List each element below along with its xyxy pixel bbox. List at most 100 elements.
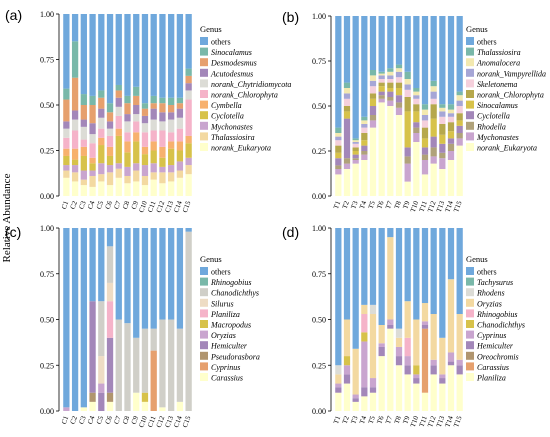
bar-segment-mychonastes <box>115 163 122 169</box>
bar-segment-cyclotella <box>361 145 368 151</box>
bar-segment-sinocalamus <box>63 88 70 100</box>
bar-segment-desmodesmus <box>115 90 122 98</box>
bar-segment-desmodesmus <box>80 105 87 120</box>
bar-segment-others <box>176 228 184 329</box>
bar-segment-norank-eukaryota <box>185 174 192 196</box>
bar-segment-mychonastes <box>176 161 184 171</box>
bar-segment-norank-chlorophyta <box>71 130 79 149</box>
bar-segment-sinocalamus <box>352 151 359 155</box>
bar-segment-cymbella <box>141 146 149 155</box>
bar-segment-rhodella <box>369 115 377 121</box>
x-tick-label: C5 <box>95 414 105 425</box>
legend-label: Cyclotella <box>211 112 244 121</box>
bar-segment-thalassiosira <box>168 172 175 182</box>
y-tick-label: 1.00 <box>40 224 54 233</box>
bar-segment-cyprinus <box>387 319 394 325</box>
bar-segment-cyclotella <box>141 154 149 166</box>
bar-segment-norank-chlorophyta <box>115 115 122 129</box>
bar-segment-others <box>106 228 114 247</box>
bar-segment-norank-chlorophyta <box>456 113 463 121</box>
y-tick-label: 0.50 <box>312 102 326 111</box>
bar-segment-norank-vampyrellida <box>343 93 351 99</box>
x-tick-label: C15 <box>181 414 193 428</box>
bar-segment-oryzias <box>352 348 359 395</box>
bar-segment-others <box>159 14 166 98</box>
legend-swatch <box>200 309 208 318</box>
legend-label: Skeletonema <box>477 80 517 89</box>
bar-segment-thalassiosira <box>387 68 394 72</box>
x-tick-label: T13 <box>435 199 447 213</box>
bar-segment-cymbella <box>168 141 175 149</box>
legend-label: Hemiculter <box>476 342 514 351</box>
legend-swatch <box>466 132 474 141</box>
x-tick-label: C6 <box>104 199 114 210</box>
bar-segment-cyprinus <box>404 356 411 366</box>
bar-segment-mychonastes <box>456 138 463 146</box>
bar-segment-cyclotella <box>378 91 385 96</box>
bar-segment-mychonastes <box>430 156 437 164</box>
bar-segment-carassius <box>133 392 140 411</box>
bar-segment-cyclotella <box>80 155 87 171</box>
bar-segment-norank-eukaryota <box>124 183 131 196</box>
x-tick-label: T10 <box>409 199 421 213</box>
legend-swatch <box>466 90 474 98</box>
bar-segment-thalassiosira <box>404 71 411 79</box>
bar-segment-norank-chytridiomycota <box>159 121 166 131</box>
bar-segment-sinocalamus <box>343 111 351 119</box>
bar-segment-mychonastes <box>395 107 403 115</box>
bar-segment-sinocalamus <box>150 95 157 104</box>
bar-segment-sinocalamus <box>378 86 385 92</box>
legend-swatch <box>466 111 474 120</box>
bar-segment-cymbella <box>185 135 192 144</box>
legend-label: Planiliza <box>210 310 240 319</box>
bar-segment-others <box>133 228 140 338</box>
bar-segment-norank-chlorophyta <box>106 135 114 147</box>
bar-segment-oryzias <box>430 314 437 360</box>
bar-segment-thalassiosira <box>413 88 420 92</box>
bar-segment-planiliza <box>361 396 368 411</box>
x-tick-label: T1 <box>332 414 342 425</box>
legend-label: others <box>477 38 497 47</box>
bar-segment-cyclotella <box>387 91 394 97</box>
bar-segment-mychonastes <box>413 133 420 142</box>
bar-segment-sinocalamus <box>124 95 131 104</box>
y-tick-label: 0.00 <box>40 192 54 201</box>
bar-segment-others <box>430 16 437 81</box>
bar-segment-rhodella <box>421 154 429 160</box>
bar-segment-mychonastes <box>159 166 166 173</box>
bar-segment-hemiculter <box>106 337 114 393</box>
bar-segment-planiliza <box>421 392 429 411</box>
bar-segment-hemiculter <box>421 324 429 329</box>
bar-segment-hemiculter <box>439 378 446 384</box>
x-tick-label: C1 <box>60 199 70 210</box>
legend-label: others <box>477 268 497 277</box>
bar-segment-thalassiosira <box>124 175 131 184</box>
x-tick-label: C7 <box>112 414 122 425</box>
bar-segment-planiliza <box>395 365 403 411</box>
bar-segment-others <box>361 16 368 117</box>
legend-label: Sinocalamus <box>211 48 252 57</box>
bar-segment-sinocalamus <box>430 118 437 137</box>
bar-segment-acutodesmus <box>176 108 184 118</box>
bar-segment-cyclotella <box>106 155 114 166</box>
bar-segment-skeletonema <box>447 116 455 123</box>
bar-segment-others <box>141 14 149 104</box>
bar-segment-norank-chlorophyta <box>378 82 385 87</box>
y-tick-label: 0.50 <box>40 101 54 110</box>
x-tick-label: C4 <box>86 199 96 210</box>
bar-segment-norank-eukaryota <box>413 142 420 196</box>
bar-segment-others <box>159 228 166 320</box>
bar-segment-others <box>185 228 192 232</box>
bar-segment-hemiculter <box>395 356 403 366</box>
bar-segment-carassius <box>421 328 429 393</box>
bar-segment-skeletonema <box>369 86 377 94</box>
bar-segment-others <box>124 228 131 324</box>
legend-swatch <box>466 288 474 297</box>
bar-segment-others <box>80 228 87 408</box>
legend-label: Rhinogobius <box>476 310 517 319</box>
bar-segment-cyprinus <box>343 365 351 375</box>
y-tick-label: 0.25 <box>40 361 54 370</box>
bar-segment-others <box>89 14 96 96</box>
y-tick-label: 0.00 <box>40 407 54 416</box>
bar-segment-acutodesmus <box>63 121 70 129</box>
